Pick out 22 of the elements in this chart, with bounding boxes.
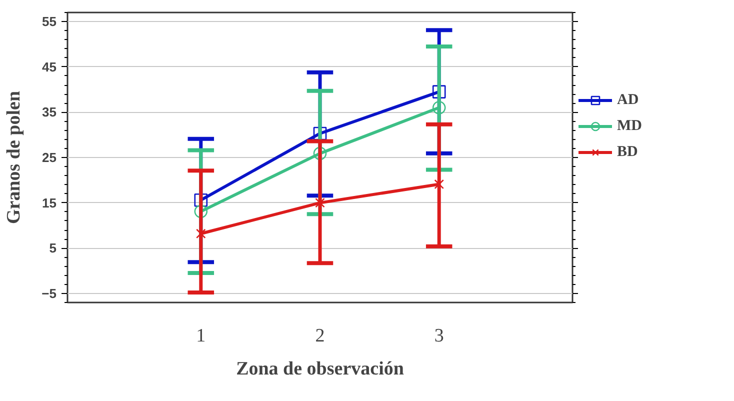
- x-tick-label: 2: [315, 326, 325, 346]
- y-tick-label: 15: [42, 195, 57, 210]
- legend-label: BD: [617, 144, 638, 160]
- x-tick-label: 1: [196, 326, 206, 346]
- y-tick-label: 55: [42, 14, 57, 30]
- x-axis-title: Zona de observación: [236, 358, 404, 380]
- point: [315, 198, 325, 208]
- point: [432, 101, 446, 114]
- y-tick-label: 5: [49, 240, 57, 256]
- y-tick-label: 25: [42, 150, 57, 165]
- x-tick-label: 3: [434, 326, 444, 346]
- y-tick-label: 35: [42, 104, 57, 120]
- legend-label: MD: [617, 118, 642, 134]
- point: [432, 85, 446, 98]
- y-tick-label: −5: [42, 286, 57, 301]
- y-axis-title: Granos de polen: [4, 90, 25, 224]
- point: [194, 204, 208, 218]
- y-tick-label: 45: [42, 59, 57, 74]
- point: [434, 179, 444, 190]
- point: [313, 146, 327, 160]
- legend-label: AD: [617, 92, 639, 108]
- point: [196, 228, 206, 239]
